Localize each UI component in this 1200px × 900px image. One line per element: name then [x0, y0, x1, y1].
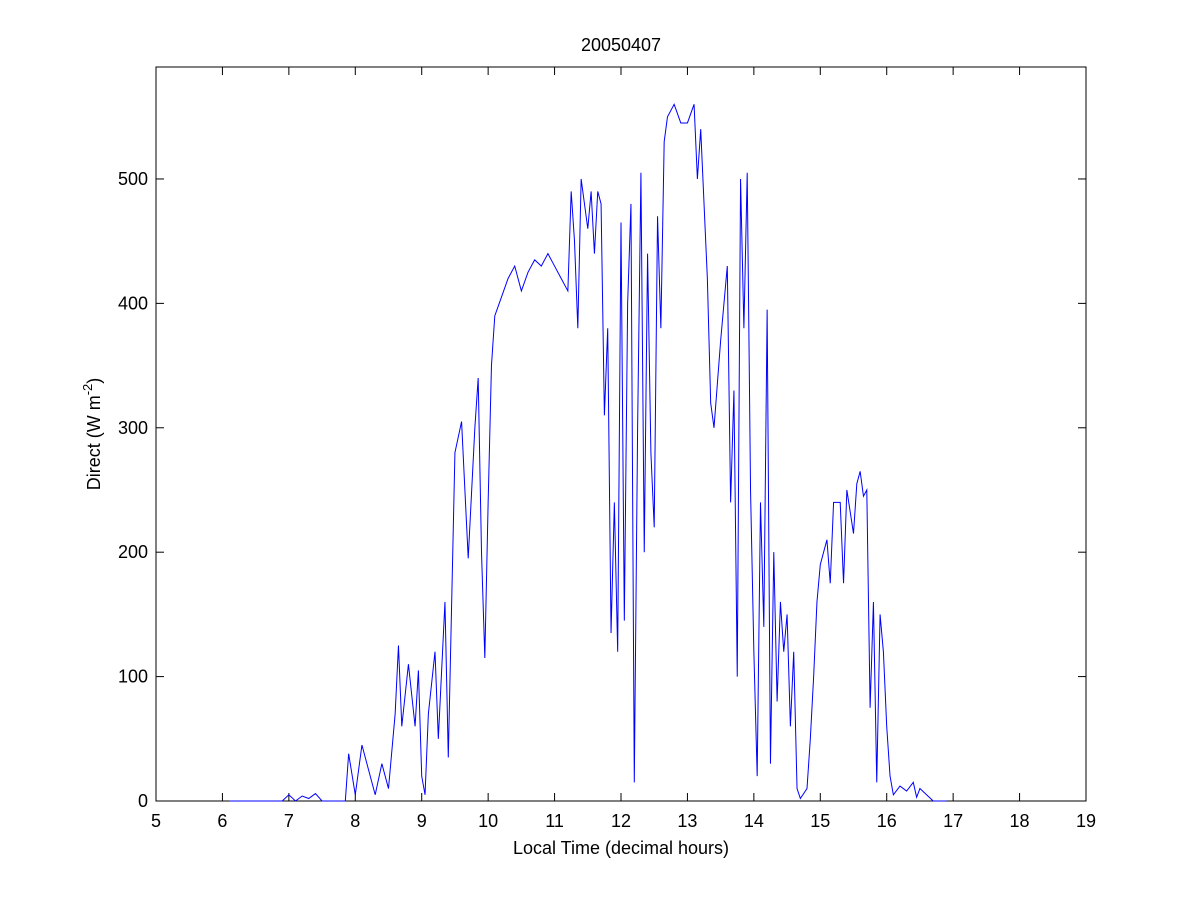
- y-tick-label: 400: [118, 293, 148, 313]
- x-tick-label: 9: [417, 811, 427, 831]
- y-label-text: Direct (W m: [84, 395, 104, 490]
- y-tick-label: 200: [118, 542, 148, 562]
- y-label-superscript: -2: [80, 384, 95, 396]
- x-tick-label: 19: [1076, 811, 1096, 831]
- plot-box: [155, 66, 1087, 802]
- y-axis-label: Direct (W m-2): [80, 378, 104, 491]
- x-axis-label: Local Time (decimal hours): [513, 838, 729, 858]
- x-tick-label: 11: [545, 811, 564, 831]
- data-line: [229, 103, 947, 802]
- x-tick-label: 18: [1010, 811, 1030, 831]
- x-tick-label: 16: [877, 811, 897, 831]
- y-tick-label: 500: [118, 169, 148, 189]
- x-tick-label: 5: [151, 811, 161, 831]
- x-tick-label: 12: [611, 811, 631, 831]
- x-tick-label: 6: [217, 811, 227, 831]
- chart-title: 20050407: [581, 35, 661, 55]
- x-tick-label: 13: [677, 811, 697, 831]
- y-tick-label: 100: [118, 667, 148, 687]
- x-tick-label: 7: [284, 811, 294, 831]
- x-tick-label: 17: [943, 811, 963, 831]
- y-label-suffix: ): [84, 378, 104, 384]
- y-tick-label: 0: [138, 791, 148, 811]
- y-tick-label: 300: [118, 418, 148, 438]
- x-tick-label: 10: [478, 811, 498, 831]
- x-tick-label: 15: [810, 811, 830, 831]
- x-tick-label: 14: [744, 811, 764, 831]
- x-tick-label: 8: [350, 811, 360, 831]
